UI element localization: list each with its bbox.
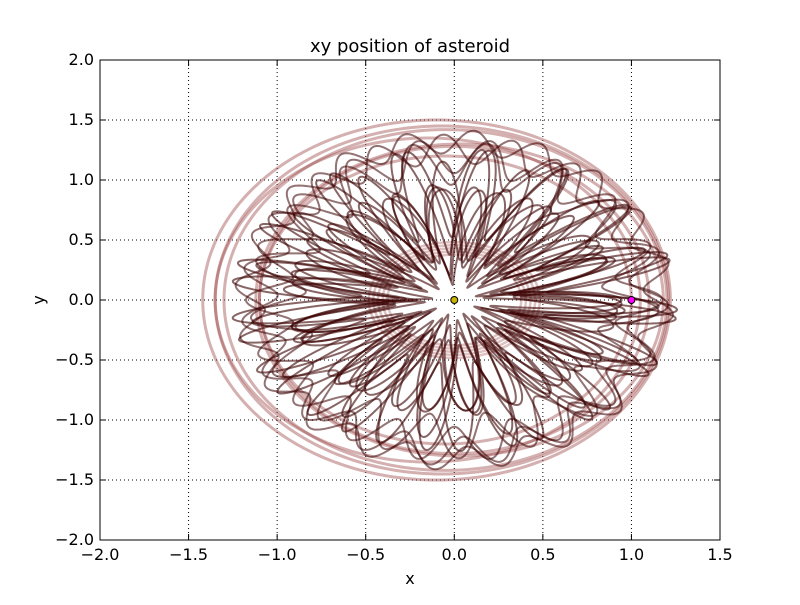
y-tick-label: 1.0 [69,170,94,189]
trajectory-layer [201,118,679,482]
y-tick-label: 2.0 [69,50,94,69]
y-tick-label: 0.5 [69,230,94,249]
trajectory-halo-loop [213,136,642,464]
trajectory-halo-loop [201,118,672,482]
tick-layer: −2.0 −1.5 −1.0 −0.5 0.0 0.5 1.0 1.5 −2.0 −1.5 −1.0… [55,50,733,564]
trajectory-loop [251,160,660,438]
trajectory-loop [231,149,679,453]
trajectory-loop [294,192,619,412]
planet-marker [627,296,636,304]
x-tick-label: 0.5 [530,545,555,564]
y-tick-label: 1.5 [69,110,94,129]
y-tick-label: −2.0 [55,530,94,549]
marker-layer [450,296,636,304]
trajectory-outer-loop [249,142,660,460]
y-axis-label: y [29,295,48,304]
trajectory-halo-loop [222,128,669,472]
trajectory-outer-loop [244,140,664,460]
x-tick-label: 1.0 [619,545,644,564]
x-tick-label: −2.0 [81,545,120,564]
x-tick-label: −1.0 [258,545,297,564]
trajectory-halo-loop [213,124,671,476]
y-tick-label: 0.0 [69,290,94,309]
sun-marker [450,296,459,304]
y-tick-label: −1.5 [55,470,94,489]
chart-title: xy position of asteroid [310,36,510,57]
x-tick-label: 0.0 [442,545,467,564]
x-axis-label: x [405,569,414,588]
x-tick-label: 1.5 [707,545,732,564]
trajectory-outer-loop [234,129,674,471]
y-tick-label: −1.0 [55,410,94,429]
x-tick-label: −0.5 [346,545,385,564]
y-tick-label: −0.5 [55,350,94,369]
x-tick-label: −1.5 [169,545,208,564]
